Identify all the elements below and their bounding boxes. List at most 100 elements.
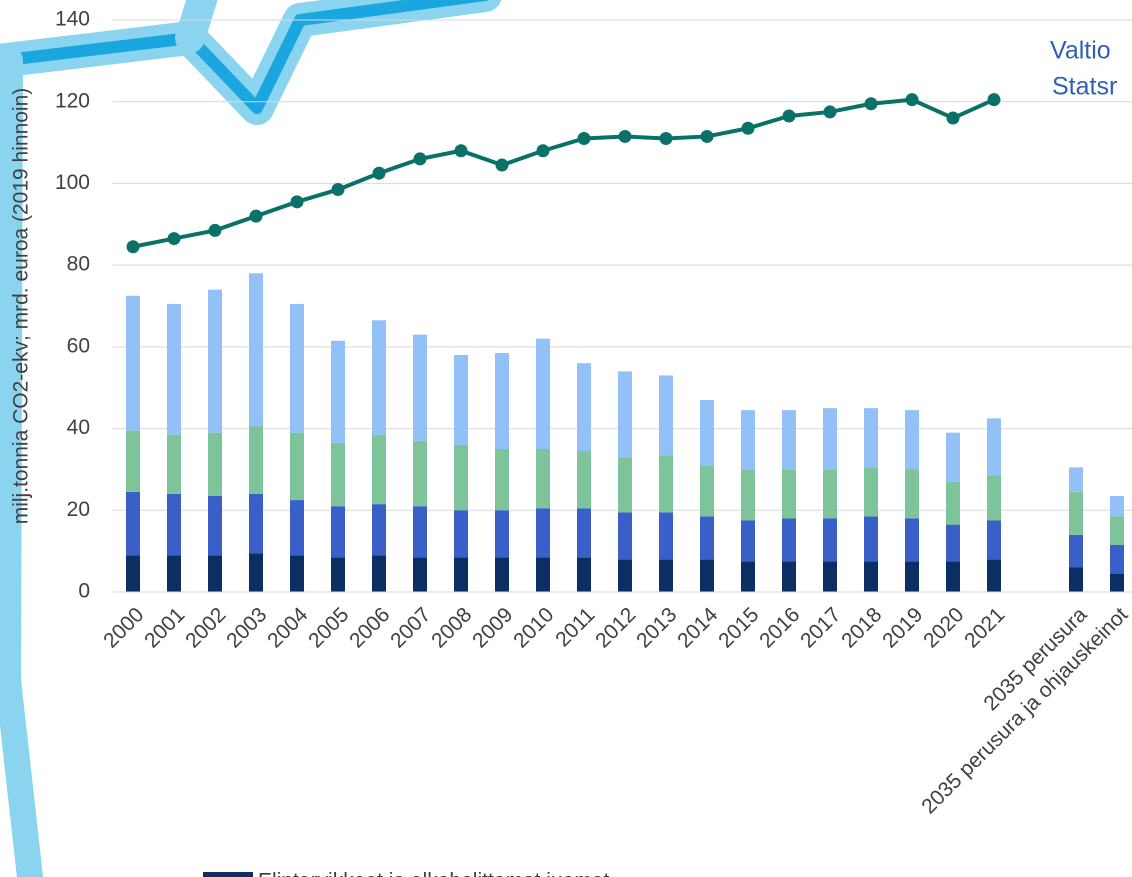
bar-segment [126, 296, 140, 431]
bar-segment [1069, 492, 1083, 535]
bar-segment [454, 510, 468, 557]
bar-segment [987, 559, 1001, 592]
line-point [865, 97, 878, 110]
bar-segment [864, 516, 878, 561]
bar-segment [823, 469, 837, 518]
y-tick-label: 140 [55, 8, 90, 31]
y-tick-label: 40 [67, 416, 90, 439]
bar-segment [372, 555, 386, 592]
y-tick-label: 0 [78, 580, 90, 603]
logo-text: Statsr [1052, 73, 1117, 101]
x-tick-label: 2005 [304, 603, 353, 652]
bar-segment [700, 516, 714, 559]
x-tick-label: 2019 [878, 603, 927, 652]
x-tick-label: 2020 [919, 603, 968, 652]
bar-segment [618, 512, 632, 559]
bar-segment [413, 441, 427, 506]
bar-segment [454, 557, 468, 592]
x-tick-label: 2018 [837, 603, 886, 652]
line-point [619, 130, 632, 143]
bar-segment [1069, 535, 1083, 568]
bar-segment [782, 561, 796, 592]
bar-segment [946, 525, 960, 562]
bar-segment [372, 435, 386, 504]
line-point [209, 224, 222, 237]
y-tick-label: 60 [67, 334, 90, 357]
bar-segment [905, 469, 919, 518]
bar-segment [536, 557, 550, 592]
bar-segment [700, 559, 714, 592]
bar-segment [741, 521, 755, 562]
x-tick-label: 2012 [591, 603, 640, 652]
x-tick-label: 2006 [345, 603, 394, 652]
x-tick-label: 2001 [140, 603, 189, 652]
bar-segment [208, 496, 222, 555]
line-point [127, 240, 140, 253]
line-point [906, 93, 919, 106]
bar-segment [372, 320, 386, 434]
bar-segment [536, 508, 550, 557]
bar-segment [1110, 574, 1124, 592]
bar-segment [331, 557, 345, 592]
bar-segment [741, 469, 755, 520]
x-tick-label: 2002 [181, 603, 230, 652]
bar-segment [659, 375, 673, 455]
line-point [373, 167, 386, 180]
bar-segment [290, 500, 304, 555]
bar-segment [700, 400, 714, 465]
x-tick-label: 2008 [427, 603, 476, 652]
bar-segment [413, 557, 427, 592]
x-tick-label: 2007 [386, 603, 435, 652]
bar-segment [782, 410, 796, 469]
bar-segment [618, 559, 632, 592]
bar-segment [1110, 516, 1124, 545]
line-point [455, 144, 468, 157]
bar-segment [577, 451, 591, 508]
bar-segment [290, 304, 304, 433]
bar-segment [946, 482, 960, 525]
x-tick-label: 2016 [755, 603, 804, 652]
line-point [291, 195, 304, 208]
bar-segment [741, 561, 755, 592]
y-tick-label: 120 [55, 89, 90, 112]
bar-segment [454, 445, 468, 510]
line-point [168, 232, 181, 245]
bar-segment [618, 371, 632, 457]
bar-segment [864, 408, 878, 467]
bar-segment [905, 410, 919, 469]
line-point [701, 130, 714, 143]
bar-segment [372, 504, 386, 555]
bar-segment [946, 433, 960, 482]
chart: Valtio Statsr milj.tonnia CO2-ekv; mrd. … [0, 0, 1132, 877]
line-point [824, 105, 837, 118]
bar-segment [413, 506, 427, 557]
bar-segment [659, 512, 673, 559]
x-tick-label: 2015 [714, 603, 763, 652]
line-point [537, 144, 550, 157]
y-tick-label: 100 [55, 171, 90, 194]
line-point [332, 183, 345, 196]
bar-segment [577, 508, 591, 557]
bar-segment [823, 408, 837, 469]
bar-segment [208, 433, 222, 496]
x-tick-label: 2009 [468, 603, 517, 652]
bar-segment [987, 521, 1001, 560]
bar-segment [987, 418, 1001, 475]
bar-segment [331, 341, 345, 443]
y-tick-label: 80 [67, 253, 90, 276]
bar-segment [905, 561, 919, 592]
legend-swatch [203, 872, 253, 877]
x-tick-label: 2000 [99, 603, 148, 652]
bar-segment [167, 304, 181, 435]
x-tick-label: 2004 [263, 603, 313, 653]
bar-segment [413, 335, 427, 441]
bar-segment [864, 561, 878, 592]
bar-segment [167, 494, 181, 555]
bar-segment [208, 290, 222, 433]
bar-segment [987, 476, 1001, 521]
line-point [578, 132, 591, 145]
bar-segment [700, 465, 714, 516]
bar-segment [536, 339, 550, 449]
line-point [250, 210, 263, 223]
bar-segment [864, 467, 878, 516]
